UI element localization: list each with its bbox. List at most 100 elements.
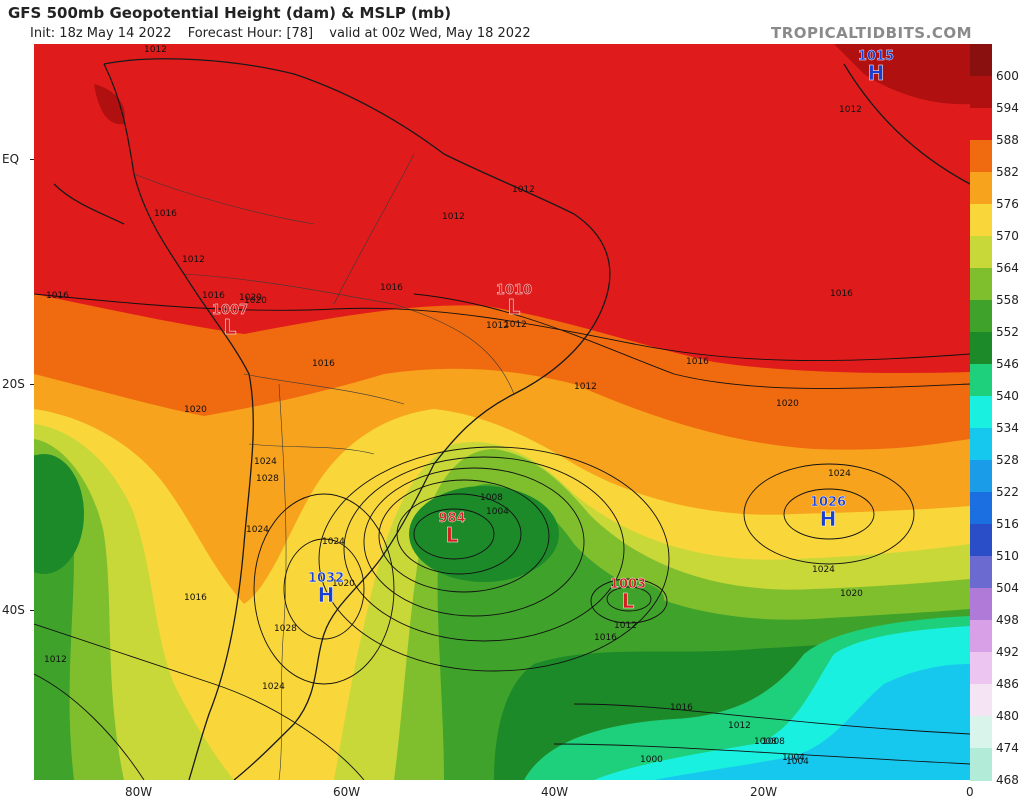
colorbar-segment [970,204,992,237]
colorbar-segment [970,748,992,781]
colorbar-label: 510 [996,549,1019,563]
lat-label-20s: 20S [2,377,25,391]
colorbar-segment [970,716,992,749]
colorbar-segment [970,556,992,589]
weather-map: 1012 1016 1016 1016 1020 1012 1012 1012 1016 1012… [34,44,970,780]
isobar-label: 1008 [754,737,777,747]
map-title: GFS 500mb Geopotential Height (dam) & MS… [8,4,452,22]
isobar-label: 1016 [830,289,853,299]
colorbar-segment [970,364,992,397]
pressure-letter: H [868,61,885,85]
pressure-letter: H [820,507,837,531]
lat-label-40s: 40S [2,603,25,617]
lon-label-0: 0 [966,785,974,799]
colorbar-label: 576 [996,197,1019,211]
lon-label-20w: 20W [750,785,778,799]
lat-tick [30,610,34,611]
isobar-label: 1012 [839,105,862,115]
isobar-label: 1016 [184,593,207,603]
pressure-value: 1026 [810,495,846,510]
pressure-letter: L [622,589,635,613]
colorbar-label: 558 [996,293,1019,307]
colorbar-label: 600 [996,69,1019,83]
isobar-label: 1008 [480,493,503,503]
colorbar-segment [970,652,992,685]
colorbar-segment [970,108,992,141]
colorbar-segment [970,268,992,301]
colorbar-label: 516 [996,517,1019,531]
brand-watermark: TROPICALTIDBITS.COM [771,24,972,42]
isobar-label: 1024 [828,469,851,479]
colorbar-label: 594 [996,101,1019,115]
isobar-label: 1016 [594,633,617,643]
colorbar-label: 522 [996,485,1019,499]
secondary-low-core [594,581,664,617]
colorbar-label: 492 [996,645,1019,659]
colorbar-label: 540 [996,389,1019,403]
isobar-label: 1012 [44,655,67,665]
isobar-label: 1012 [144,45,167,55]
map-subtitle: Init: 18z May 14 2022 Forecast Hour: [78… [30,26,543,41]
colorbar-segment [970,460,992,493]
pressure-letter: L [224,315,237,339]
pacific-trough-core [34,454,84,574]
colorbar-label: 486 [996,677,1019,691]
pressure-value: 1003 [610,577,646,592]
lat-tick [30,384,34,385]
colorbar-segment [970,396,992,429]
colorbar-segment [970,236,992,269]
isobar-label: 1000 [640,755,663,765]
isobar-label: 1012 [728,721,751,731]
lon-label-40w: 40W [541,785,569,799]
isobar-label: 1016 [670,703,693,713]
isobar-label: 1020 [840,589,863,599]
colorbar-label: 480 [996,709,1019,723]
colorbar-segment [970,172,992,205]
colorbar-segment [970,428,992,461]
init-time: Init: 18z May 14 2022 [30,26,172,41]
isobar-label: 1012 [504,320,527,330]
isobar-label: 1028 [256,474,279,484]
lat-label-eq: EQ [2,152,20,166]
lat-tick [30,159,34,160]
colorbar-label: 528 [996,453,1019,467]
lon-label-80w: 80W [125,785,153,799]
isobar-label: 1024 [246,525,269,535]
isobar-label: 1020 [244,296,267,306]
isobar-label: 1024 [322,537,345,547]
colorbar-label: 468 [996,773,1019,787]
isobar-label: 1016 [686,357,709,367]
colorbar-label: 498 [996,613,1019,627]
colorbar-label: 474 [996,741,1019,755]
isobar-label: 1016 [312,359,335,369]
colorbar-segment [970,588,992,621]
isobar-label: 1020 [184,405,207,415]
isobar-label: 1004 [486,507,509,517]
colorbar-segment [970,620,992,653]
colorbar-label: 570 [996,229,1019,243]
isobar-label: 1012 [182,255,205,265]
height-band-528 [654,664,970,780]
colorbar-segment [970,524,992,557]
colorbar-segment [970,332,992,365]
isobar-label: 1016 [202,291,225,301]
isobar-label: 1020 [239,293,262,303]
pressure-letter: H [318,583,335,607]
pressure-value: 1032 [308,571,344,586]
isobar-label: 1016 [380,283,403,293]
isobar-label: 1012 [486,321,509,331]
isobar-label: 1012 [574,382,597,392]
colorbar-segment [970,140,992,173]
colorbar-segment [970,76,992,109]
height-band-594 [94,44,970,125]
country-borders [133,153,515,780]
isobar-label: 1016 [46,291,69,301]
colorbar-label: 588 [996,133,1019,147]
